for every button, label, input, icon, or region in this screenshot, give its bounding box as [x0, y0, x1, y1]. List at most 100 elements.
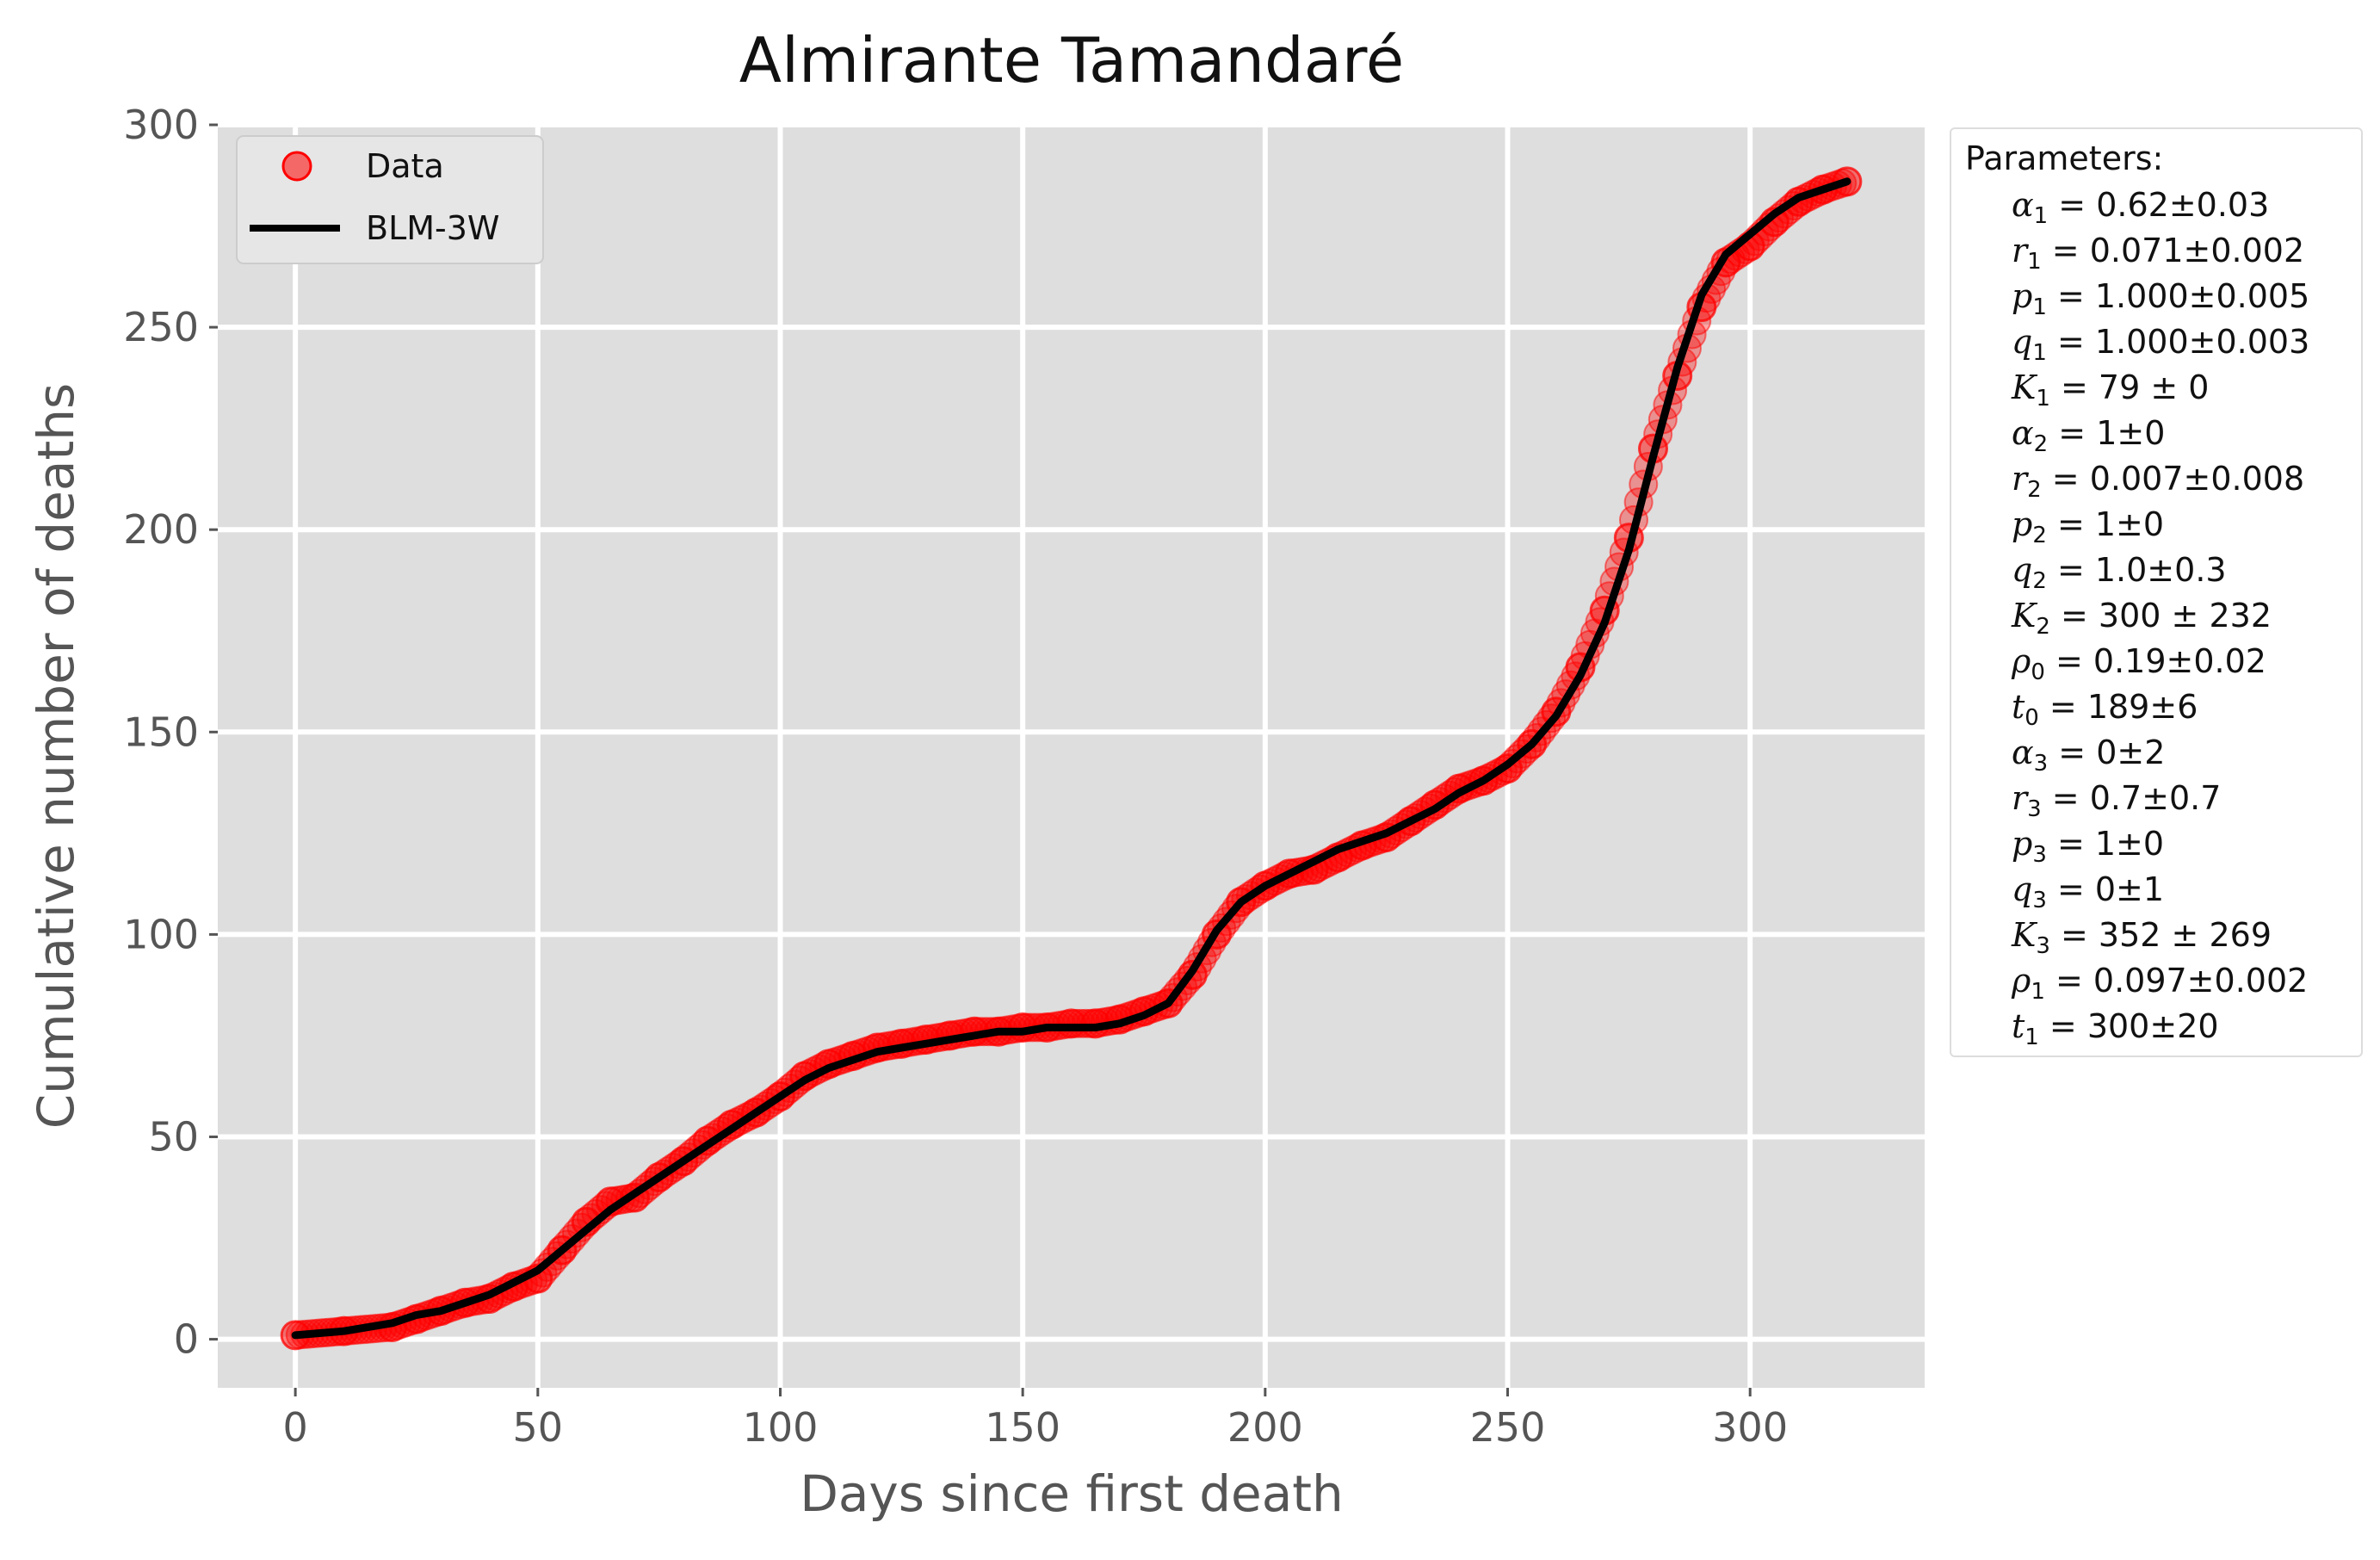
parameter-subscript: 3	[2033, 751, 2049, 777]
parameter-subscript: 2	[2032, 568, 2047, 594]
parameter-value: = 1±0	[2046, 825, 2165, 863]
parameter-subscript: 1	[2025, 1025, 2039, 1050]
parameter-symbol: ρ	[2012, 642, 2031, 680]
parameter-line: α2 = 1±0	[2012, 414, 2165, 457]
parameter-symbol: p	[2012, 277, 2033, 315]
parameter-line: q3 = 0±1	[2012, 870, 2164, 913]
y-tick-label: 50	[148, 1113, 199, 1160]
parameter-subscript: 1	[2031, 979, 2045, 1005]
parameter-symbol: p	[2012, 825, 2033, 863]
parameter-line: K3 = 352 ± 269	[2012, 916, 2272, 959]
parameters-title: Parameters:	[1965, 139, 2164, 177]
y-tick-label: 150	[123, 709, 199, 755]
parameter-subscript: 3	[2036, 933, 2050, 959]
parameter-subscript: 0	[2025, 705, 2039, 731]
parameter-symbol: q	[2012, 551, 2033, 589]
y-tick-label: 300	[123, 102, 199, 148]
parameter-value: = 0.007±0.008	[2041, 460, 2305, 498]
parameter-line: ρ0 = 0.19±0.02	[2012, 642, 2266, 685]
parameter-value: = 189±6	[2038, 688, 2198, 726]
parameter-line: r1 = 0.071±0.002	[2012, 232, 2304, 275]
y-tick-label: 200	[123, 506, 199, 553]
parameter-symbol: K	[2012, 368, 2037, 406]
y-axis-label: Cumulative number of deaths	[27, 383, 85, 1129]
parameter-line: r3 = 0.7±0.7	[2012, 779, 2221, 822]
parameter-line: ρ1 = 0.097±0.002	[2012, 962, 2308, 1005]
parameter-line: p3 = 1±0	[2012, 825, 2164, 868]
x-tick-label: 300	[1712, 1404, 1788, 1451]
parameter-symbol: r	[2012, 232, 2028, 269]
parameter-value: = 0.097±0.002	[2044, 962, 2309, 1000]
parameter-symbol: q	[2012, 870, 2033, 908]
parameter-line: K2 = 300 ± 232	[2012, 597, 2272, 640]
parameter-symbol: r	[2012, 460, 2028, 498]
parameter-subscript: 2	[2036, 614, 2050, 640]
y-tick-labels: 0 50 100 150 200 250 300	[123, 102, 199, 1363]
parameter-subscript: 2	[2032, 523, 2047, 548]
parameter-value: = 1.0±0.3	[2046, 551, 2227, 589]
parameter-symbol: α	[2012, 734, 2034, 771]
x-tick-label: 250	[1470, 1404, 1546, 1451]
parameter-subscript: 3	[2032, 842, 2047, 868]
parameter-symbol: r	[2012, 779, 2028, 817]
parameter-subscript: 3	[2027, 796, 2042, 822]
parameters-box: Parameters: α1 = 0.62±0.03 r1 = 0.071±0.0…	[1950, 127, 2363, 1057]
parameter-subscript: 0	[2031, 659, 2045, 685]
parameter-subscript: 2	[2033, 431, 2049, 457]
parameter-value: = 1.000±0.003	[2046, 323, 2310, 361]
x-tick-label: 0	[282, 1404, 307, 1451]
parameter-subscript: 1	[2033, 203, 2049, 229]
parameter-subscript: 1	[2032, 294, 2047, 320]
parameter-subscript: 3	[2032, 888, 2047, 913]
parameter-subscript: 1	[2027, 249, 2042, 275]
fit-curve	[291, 177, 1851, 1340]
parameter-value: = 79 ± 0	[2049, 368, 2210, 406]
parameter-line: α3 = 0±2	[2012, 734, 2165, 777]
parameter-symbol: q	[2012, 323, 2033, 361]
legend: Data BLM-3W	[236, 135, 544, 264]
parameter-symbol: ρ	[2012, 962, 2031, 1000]
parameter-subscript: 1	[2032, 340, 2047, 366]
x-tick-label: 100	[743, 1404, 819, 1451]
parameter-line: p1 = 1.000±0.005	[2012, 277, 2309, 320]
chart-title: Almirante Tamandaré	[739, 24, 1404, 96]
parameter-line: p2 = 1±0	[2012, 505, 2164, 548]
legend-data-label: Data	[366, 147, 444, 185]
parameter-symbol: t	[2012, 1007, 2025, 1045]
parameter-value: = 1.000±0.005	[2046, 277, 2310, 315]
y-tick-label: 250	[123, 304, 199, 350]
parameter-value: = 0.071±0.002	[2041, 232, 2305, 269]
x-tick-label: 50	[513, 1404, 564, 1451]
parameter-symbol: K	[2012, 597, 2037, 635]
x-tick-label: 150	[985, 1404, 1060, 1451]
parameter-symbol: α	[2012, 414, 2034, 452]
parameter-value: = 0±1	[2046, 870, 2165, 908]
legend-fit-label: BLM-3W	[366, 209, 500, 247]
parameter-line: t1 = 300±20	[2012, 1007, 2219, 1050]
legend-data-marker	[281, 151, 312, 182]
parameter-value: = 0±2	[2048, 734, 2166, 771]
parameter-value: = 0.19±0.02	[2044, 642, 2266, 680]
parameter-subscript: 2	[2027, 477, 2042, 503]
x-axis-label: Days since first death	[800, 1464, 1344, 1523]
parameter-line: r2 = 0.007±0.008	[2012, 460, 2304, 503]
parameter-symbol: α	[2012, 186, 2034, 224]
parameter-value: = 300±20	[2038, 1007, 2219, 1045]
parameter-line: q2 = 1.0±0.3	[2012, 551, 2227, 594]
parameter-line: t0 = 189±6	[2012, 688, 2198, 731]
parameter-line: α1 = 0.62±0.03	[2012, 186, 2269, 229]
x-tick-labels: 0 50 100 150 200 250 300	[282, 1404, 1788, 1451]
parameter-line: q1 = 1.000±0.003	[2012, 323, 2309, 366]
parameter-symbol: p	[2012, 505, 2033, 543]
parameter-value: = 0.7±0.7	[2041, 779, 2222, 817]
parameter-symbol: t	[2012, 688, 2025, 726]
parameter-subscript: 1	[2036, 386, 2050, 412]
x-tick-label: 200	[1227, 1404, 1303, 1451]
plot-area	[218, 125, 1925, 1388]
y-tick-label: 0	[174, 1316, 199, 1363]
parameter-symbol: K	[2012, 916, 2037, 954]
parameter-value: = 300 ± 232	[2049, 597, 2272, 635]
parameter-value: = 0.62±0.03	[2048, 186, 2270, 224]
fit-line	[291, 177, 1851, 1340]
